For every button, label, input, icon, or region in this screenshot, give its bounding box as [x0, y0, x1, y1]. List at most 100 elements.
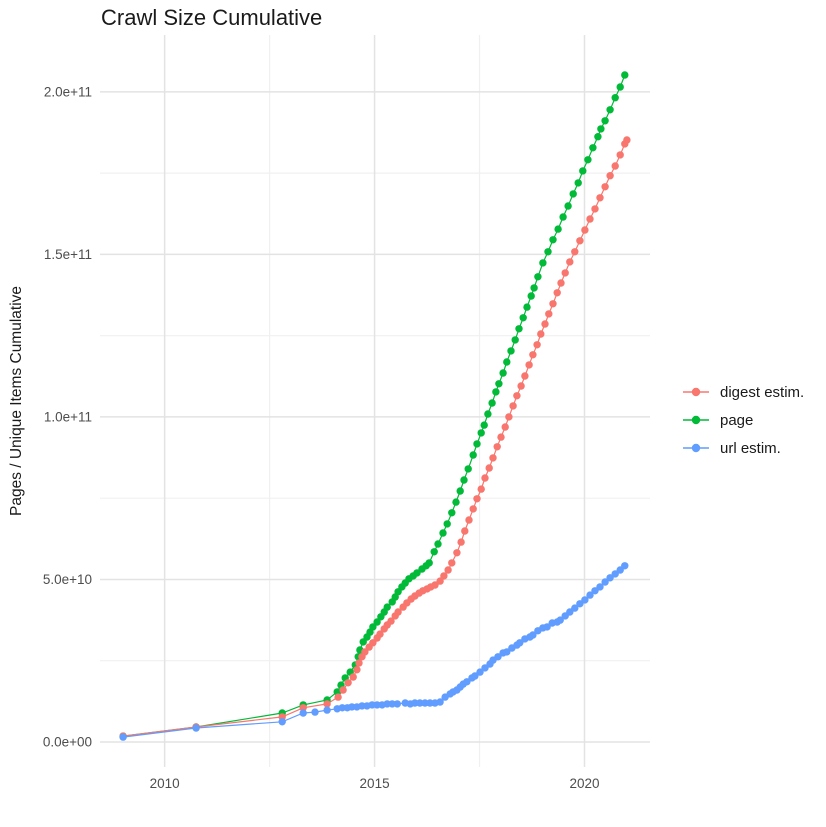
data-point	[561, 269, 569, 277]
data-point	[494, 653, 502, 661]
data-point	[586, 591, 594, 599]
data-point	[361, 648, 369, 656]
legend-key-icon	[683, 415, 709, 425]
chart-title: Crawl Size Cumulative	[101, 5, 323, 30]
data-point	[453, 549, 461, 557]
y-tick-label: 5.0e+10	[43, 572, 92, 587]
data-point	[484, 410, 492, 418]
data-point	[394, 608, 402, 616]
data-point	[349, 673, 357, 681]
data-point	[493, 443, 501, 451]
legend-key-point	[691, 443, 701, 453]
data-point	[606, 106, 614, 114]
data-point	[388, 700, 396, 708]
legend-item-page: page	[681, 406, 804, 434]
data-point	[448, 559, 456, 567]
data-point	[579, 167, 587, 175]
data-point	[299, 709, 307, 717]
data-point	[369, 623, 377, 631]
data-point	[477, 485, 485, 493]
data-point	[566, 608, 574, 616]
data-point	[541, 320, 549, 328]
data-point	[425, 559, 433, 567]
legend-item-url-estim: url estim.	[681, 434, 804, 462]
data-point	[476, 668, 484, 676]
data-point	[574, 179, 582, 187]
data-point	[369, 639, 377, 647]
data-point	[529, 351, 537, 359]
y-tick-label: 0.0e+00	[43, 735, 92, 750]
data-point	[477, 429, 485, 437]
data-point	[621, 71, 629, 79]
data-point	[553, 289, 561, 297]
legend-item-digest-estim: digest estim.	[681, 378, 804, 406]
data-point	[473, 440, 481, 448]
data-point	[515, 325, 523, 333]
data-point	[530, 284, 538, 292]
data-point	[492, 388, 500, 396]
data-point	[601, 183, 609, 191]
data-point	[557, 279, 565, 287]
data-point	[465, 516, 473, 524]
data-point	[339, 686, 347, 694]
data-point	[488, 399, 496, 407]
data-point	[576, 237, 584, 245]
y-tick-label: 1.0e+11	[44, 410, 92, 425]
data-point	[545, 310, 553, 318]
series-points-url-estim	[119, 562, 629, 741]
data-point	[461, 527, 469, 535]
data-point	[436, 577, 444, 585]
data-point	[501, 423, 509, 431]
data-point	[434, 540, 442, 548]
x-tick-label: 2010	[150, 776, 180, 791]
data-point	[521, 372, 529, 380]
data-point	[311, 708, 319, 716]
data-point	[549, 300, 557, 308]
data-point	[606, 172, 614, 180]
data-point	[393, 700, 401, 708]
data-point	[529, 631, 537, 639]
legend-key-icon	[683, 387, 709, 397]
legend-label: page	[720, 411, 754, 429]
data-point	[448, 509, 456, 517]
data-point	[485, 464, 493, 472]
data-point	[376, 630, 384, 638]
data-point	[469, 505, 477, 513]
data-point	[581, 226, 589, 234]
data-point	[611, 94, 619, 102]
data-point	[119, 733, 127, 741]
data-point	[554, 225, 562, 233]
data-point	[523, 303, 531, 311]
data-point	[544, 248, 552, 256]
data-point	[431, 581, 439, 589]
data-point	[480, 421, 488, 429]
data-point	[464, 465, 472, 473]
data-point	[444, 566, 452, 574]
data-point	[439, 529, 447, 537]
data-point	[344, 679, 352, 687]
data-point	[456, 487, 464, 495]
data-point	[463, 678, 471, 686]
x-tick-label: 2015	[360, 776, 390, 791]
data-point	[589, 144, 597, 152]
data-point	[533, 341, 541, 349]
data-point	[278, 718, 286, 726]
data-point	[596, 194, 604, 202]
data-point	[383, 603, 391, 611]
data-point	[517, 382, 525, 390]
legend-label: digest estim.	[720, 383, 805, 401]
data-point	[527, 292, 535, 300]
data-point	[543, 623, 551, 631]
data-point	[452, 498, 460, 506]
data-point	[594, 133, 602, 141]
y-tick-label: 2.0e+11	[44, 85, 92, 100]
data-point	[499, 369, 507, 377]
data-point	[611, 162, 619, 170]
data-point	[549, 236, 557, 244]
legend-key-point	[691, 387, 701, 397]
data-point	[571, 248, 579, 256]
data-point	[537, 330, 545, 338]
data-point	[473, 495, 481, 503]
data-point	[596, 583, 604, 591]
